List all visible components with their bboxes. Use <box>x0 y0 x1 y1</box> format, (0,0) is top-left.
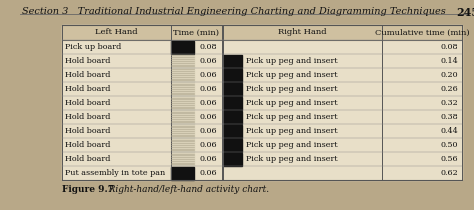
Text: Pick up peg and insert: Pick up peg and insert <box>246 99 337 107</box>
Text: Time (min): Time (min) <box>173 29 219 37</box>
Bar <box>171 41 194 54</box>
Text: 0.44: 0.44 <box>440 127 458 135</box>
Bar <box>223 55 242 67</box>
Text: 0.50: 0.50 <box>440 141 458 149</box>
Text: 0.06: 0.06 <box>199 57 217 65</box>
Text: 0.08: 0.08 <box>440 43 458 51</box>
Bar <box>171 152 194 165</box>
Bar <box>171 55 194 67</box>
Bar <box>171 83 194 96</box>
Text: Right Hand: Right Hand <box>278 29 327 37</box>
Bar <box>171 110 194 123</box>
Text: 0.06: 0.06 <box>199 127 217 135</box>
Text: Pick up peg and insert: Pick up peg and insert <box>246 85 337 93</box>
Text: Hold board: Hold board <box>65 141 110 149</box>
Text: 0.20: 0.20 <box>440 71 458 79</box>
Text: 0.38: 0.38 <box>440 113 458 121</box>
Text: Hold board: Hold board <box>65 155 110 163</box>
Text: Left Hand: Left Hand <box>95 29 138 37</box>
Text: 0.06: 0.06 <box>199 155 217 163</box>
Text: 0.62: 0.62 <box>440 169 458 177</box>
Bar <box>223 110 242 123</box>
Bar <box>223 83 242 96</box>
Text: Pick up peg and insert: Pick up peg and insert <box>246 155 337 163</box>
Text: Figure 9.7: Figure 9.7 <box>62 185 114 194</box>
Text: Hold board: Hold board <box>65 99 110 107</box>
Text: Pick up peg and insert: Pick up peg and insert <box>246 127 337 135</box>
Bar <box>223 97 242 109</box>
Text: 0.06: 0.06 <box>199 141 217 149</box>
Text: 0.06: 0.06 <box>199 113 217 121</box>
Text: 0.08: 0.08 <box>199 43 217 51</box>
Text: 0.06: 0.06 <box>199 99 217 107</box>
Text: 0.26: 0.26 <box>440 85 458 93</box>
Text: Hold board: Hold board <box>65 127 110 135</box>
Bar <box>171 139 194 151</box>
Text: Pick up peg and insert: Pick up peg and insert <box>246 57 337 65</box>
Text: 0.32: 0.32 <box>440 99 458 107</box>
Text: Hold board: Hold board <box>65 85 110 93</box>
Text: 0.14: 0.14 <box>440 57 458 65</box>
Text: Hold board: Hold board <box>65 71 110 79</box>
Bar <box>62 25 462 40</box>
Bar <box>171 68 194 81</box>
Text: 0.06: 0.06 <box>199 71 217 79</box>
Text: Right-hand/left-hand activity chart.: Right-hand/left-hand activity chart. <box>100 185 269 194</box>
Bar <box>62 25 462 180</box>
Bar <box>223 139 242 151</box>
Text: Pick up peg and insert: Pick up peg and insert <box>246 141 337 149</box>
Text: Hold board: Hold board <box>65 113 110 121</box>
Text: Pick up peg and insert: Pick up peg and insert <box>246 71 337 79</box>
Bar <box>171 125 194 138</box>
Bar <box>223 125 242 138</box>
Text: Pick up board: Pick up board <box>65 43 121 51</box>
Text: Put assembly in tote pan: Put assembly in tote pan <box>65 169 165 177</box>
Text: Hold board: Hold board <box>65 57 110 65</box>
Text: Section 3   Traditional Industrial Engineering Charting and Diagramming Techniqu: Section 3 Traditional Industrial Enginee… <box>22 7 446 16</box>
Text: Cumulative time (min): Cumulative time (min) <box>374 29 469 37</box>
Text: 0.06: 0.06 <box>199 85 217 93</box>
Bar <box>223 152 242 165</box>
Text: 0.06: 0.06 <box>199 169 217 177</box>
Text: 245: 245 <box>456 7 474 18</box>
Text: 0.56: 0.56 <box>440 155 458 163</box>
Bar <box>171 167 194 180</box>
Bar <box>223 68 242 81</box>
Bar <box>171 97 194 109</box>
Text: Pick up peg and insert: Pick up peg and insert <box>246 113 337 121</box>
